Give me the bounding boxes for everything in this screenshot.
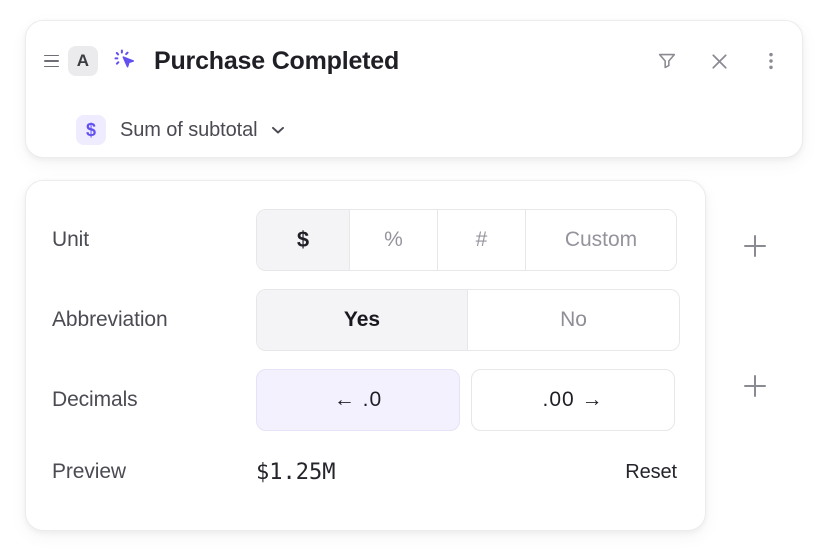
decimals-button-group: ← .0 .00 → — [256, 369, 675, 431]
preview-row: Preview $1.25M Reset — [26, 449, 705, 495]
abbreviation-label: Abbreviation — [52, 308, 168, 331]
abbreviation-row: Abbreviation Yes No — [26, 289, 705, 351]
page-title: Purchase Completed — [154, 46, 400, 75]
widget-header-actions — [654, 21, 784, 101]
plus-icon-unit[interactable] — [740, 231, 770, 261]
letter-badge: A — [68, 46, 98, 76]
chevron-down-icon[interactable] — [268, 120, 288, 140]
unit-option-dollar[interactable]: $ — [257, 210, 350, 270]
more-vertical-icon[interactable] — [758, 48, 784, 74]
preview-value: $1.25M — [256, 459, 336, 485]
unit-option-hash[interactable]: # — [438, 210, 526, 270]
close-icon[interactable] — [706, 48, 732, 74]
metric-label: Sum of subtotal — [120, 118, 258, 141]
unit-option-percent[interactable]: % — [350, 210, 438, 270]
drag-handle-icon[interactable] — [38, 48, 64, 74]
unit-label: Unit — [52, 228, 89, 251]
dollar-badge-icon: $ — [76, 115, 106, 145]
number-format-panel: Unit $ % # Custom Abbreviation Yes No De… — [25, 180, 706, 531]
decimals-label: Decimals — [52, 388, 138, 411]
unit-option-custom[interactable]: Custom — [526, 210, 676, 270]
preview-label: Preview — [52, 460, 126, 483]
decimals-decrease-button[interactable]: ← .0 — [256, 369, 460, 431]
decimals-row: Decimals ← .0 .00 → — [26, 369, 705, 431]
widget-header-card: A Purchase Completed — [25, 20, 803, 158]
unit-row: Unit $ % # Custom — [26, 209, 705, 271]
widget-header-title-row: A Purchase Completed — [26, 21, 802, 101]
abbreviation-toggle-group: Yes No — [256, 289, 680, 351]
abbreviation-option-yes[interactable]: Yes — [257, 290, 468, 350]
metric-selector-row[interactable]: $ Sum of subtotal — [26, 101, 288, 159]
unit-segmented-control: $ % # Custom — [256, 209, 677, 271]
filter-icon[interactable] — [654, 48, 680, 74]
plus-icon-decimals[interactable] — [740, 371, 770, 401]
click-cursor-icon — [111, 46, 141, 76]
abbreviation-option-no[interactable]: No — [468, 290, 679, 350]
decimals-increase-button[interactable]: .00 → — [471, 369, 675, 431]
reset-button[interactable]: Reset — [625, 460, 677, 483]
